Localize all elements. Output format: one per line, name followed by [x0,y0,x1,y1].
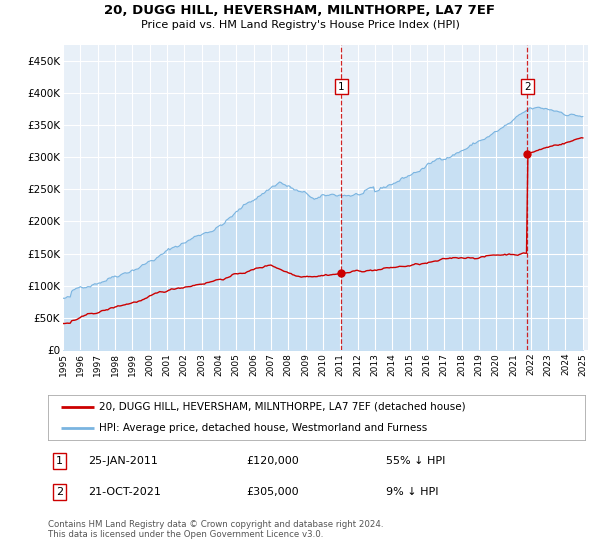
Text: 9% ↓ HPI: 9% ↓ HPI [386,487,439,497]
Text: £120,000: £120,000 [247,456,299,466]
Text: Contains HM Land Registry data © Crown copyright and database right 2024.
This d: Contains HM Land Registry data © Crown c… [48,520,383,539]
Text: 20, DUGG HILL, HEVERSHAM, MILNTHORPE, LA7 7EF: 20, DUGG HILL, HEVERSHAM, MILNTHORPE, LA… [104,4,496,17]
Text: 21-OCT-2021: 21-OCT-2021 [88,487,161,497]
Text: 1: 1 [338,82,345,92]
Text: 25-JAN-2011: 25-JAN-2011 [88,456,158,466]
Text: 2: 2 [56,487,64,497]
Text: HPI: Average price, detached house, Westmorland and Furness: HPI: Average price, detached house, West… [99,422,427,432]
Text: £305,000: £305,000 [247,487,299,497]
Text: 20, DUGG HILL, HEVERSHAM, MILNTHORPE, LA7 7EF (detached house): 20, DUGG HILL, HEVERSHAM, MILNTHORPE, LA… [99,402,466,412]
Text: 1: 1 [56,456,64,466]
Text: Price paid vs. HM Land Registry's House Price Index (HPI): Price paid vs. HM Land Registry's House … [140,20,460,30]
Text: 55% ↓ HPI: 55% ↓ HPI [386,456,446,466]
Text: 2: 2 [524,82,530,92]
